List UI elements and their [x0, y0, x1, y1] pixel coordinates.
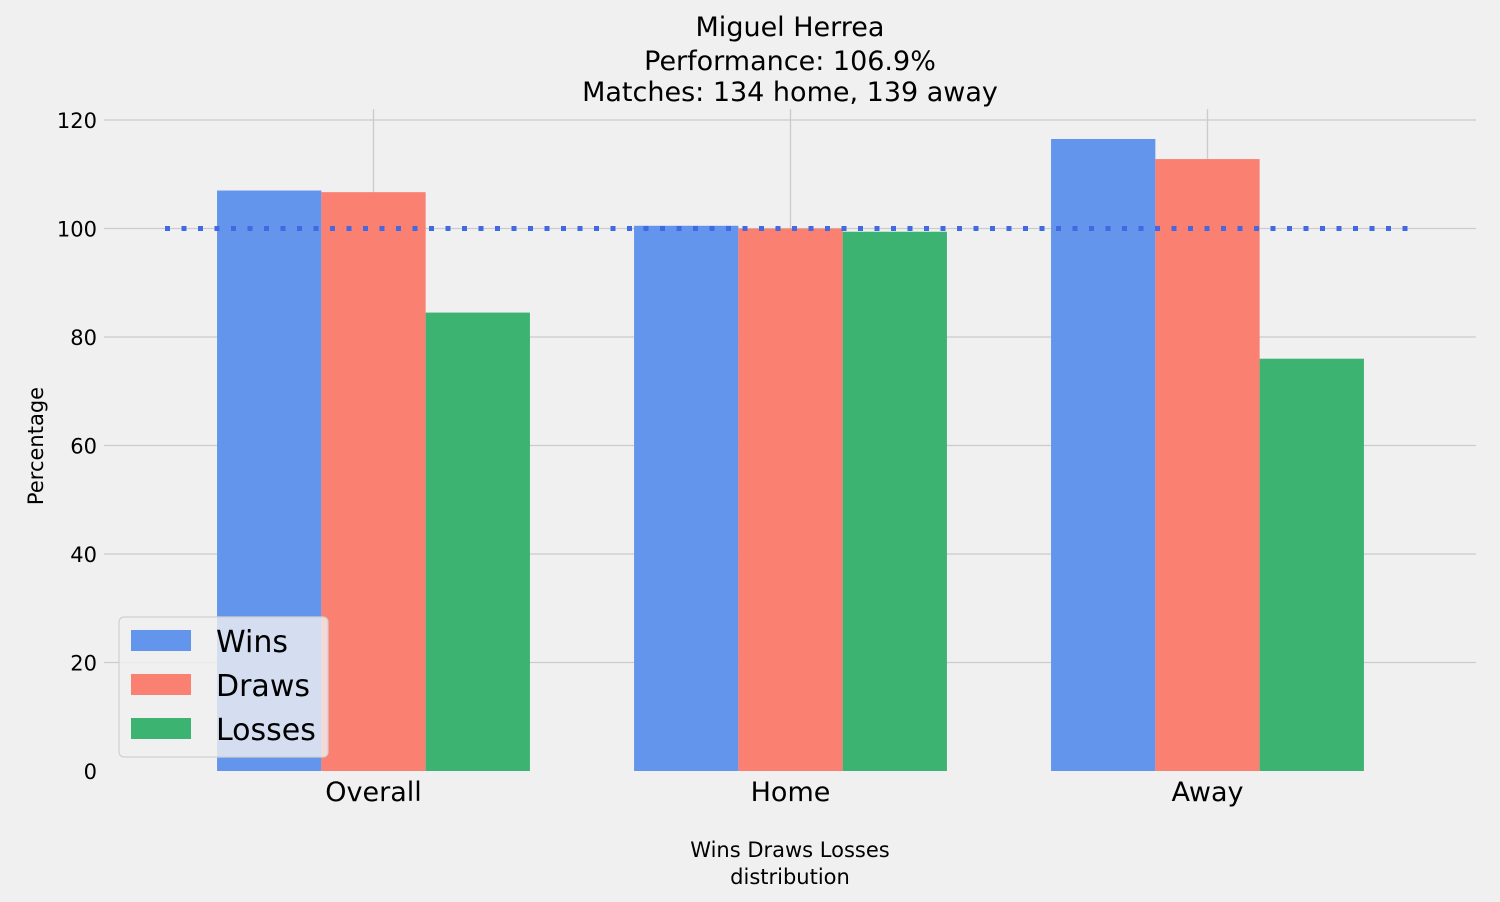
y-tick-label: 0: [84, 760, 97, 784]
y-tick-label: 80: [70, 326, 97, 350]
bar-losses-home: [842, 231, 947, 771]
y-tick-label: 60: [70, 435, 97, 459]
legend-label-wins: Wins: [216, 625, 288, 660]
y-tick-label: 20: [70, 652, 97, 676]
x-axis-label: Wins Draws Losses: [690, 838, 889, 862]
legend-label-draws: Draws: [216, 669, 310, 704]
legend-swatch-draws: [131, 674, 191, 695]
bar-losses-away: [1259, 358, 1364, 771]
bar-wins-home: [634, 225, 739, 772]
y-tick-label: 40: [70, 543, 97, 567]
x-tick-label: Home: [751, 777, 831, 808]
chart-title-line: Matches: 134 home, 139 away: [582, 77, 998, 108]
bar-draws-away: [1155, 159, 1260, 771]
x-tick-label: Away: [1172, 777, 1244, 808]
y-tick-label: 120: [57, 109, 97, 133]
bar-draws-overall: [321, 192, 426, 772]
y-axis-label: Percentage: [24, 387, 48, 505]
chart-title-line: Performance: 106.9%: [644, 46, 936, 77]
x-axis-label: distribution: [730, 865, 850, 889]
axis-labels: Wins Draws Losses distribution Percentage: [24, 387, 890, 889]
legend-label-losses: Losses: [216, 713, 316, 748]
chart-title-line: Miguel Herrea: [696, 12, 885, 43]
y-tick-label: 100: [57, 218, 97, 242]
bar-wins-away: [1051, 138, 1156, 772]
y-tick-labels: 0 20 40 60 80 100 120: [57, 109, 97, 784]
bar-draws-home: [738, 228, 843, 771]
bar-losses-overall: [425, 312, 530, 771]
legend-swatch-wins: [131, 630, 191, 651]
x-tick-label: Overall: [325, 777, 422, 808]
legend-swatch-losses: [131, 718, 191, 739]
bars: [217, 138, 1364, 772]
legend: Wins Draws Losses: [118, 616, 329, 758]
x-tick-labels: Overall Home Away: [325, 777, 1243, 808]
